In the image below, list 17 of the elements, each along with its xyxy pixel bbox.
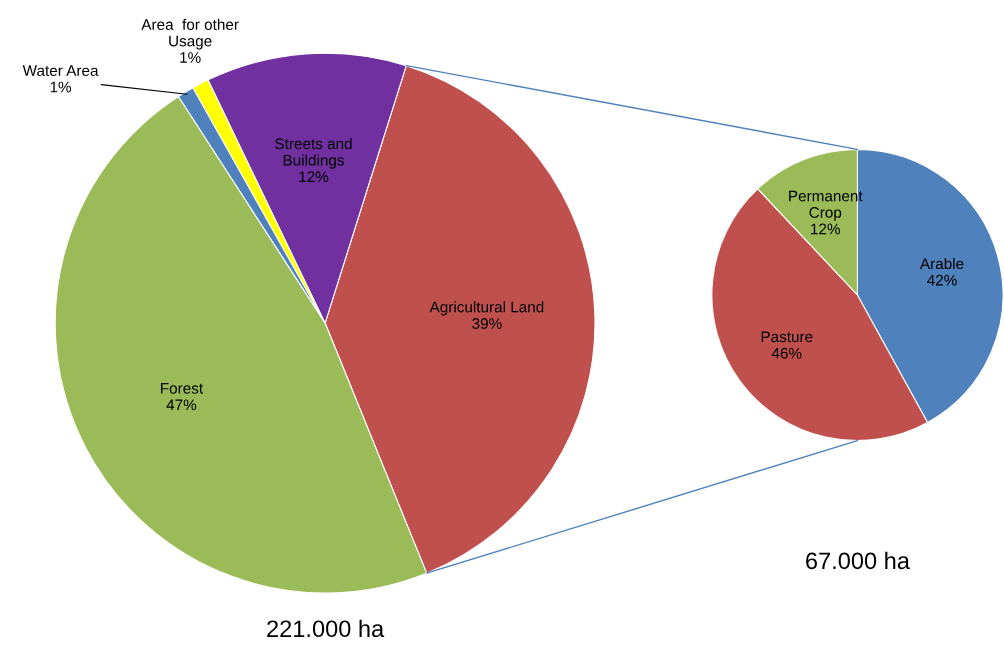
- text: 221.000 ha: [267, 619, 385, 638]
- data-label: 12%: [299, 171, 329, 183]
- data-label: 47%: [166, 399, 197, 411]
- slice-label: Forest: [161, 383, 203, 394]
- data-label: 42%: [927, 274, 957, 286]
- data-label: 1%: [180, 52, 201, 63]
- slice-label: Water Area: [22, 65, 99, 76]
- data-label: 12%: [811, 223, 841, 235]
- data-label: 1%: [50, 81, 72, 93]
- text: 67.000 ha: [806, 551, 910, 570]
- data-label: 39%: [472, 318, 502, 329]
- slice-label: Pasture: [761, 331, 813, 343]
- slice-label: Streets and Buildings: [275, 137, 352, 169]
- data-label: 46%: [771, 347, 802, 359]
- slice-label: Agricultural Land: [429, 301, 544, 316]
- slice-label: Arable: [919, 257, 964, 270]
- slice-label: Area for other Usage: [141, 18, 239, 50]
